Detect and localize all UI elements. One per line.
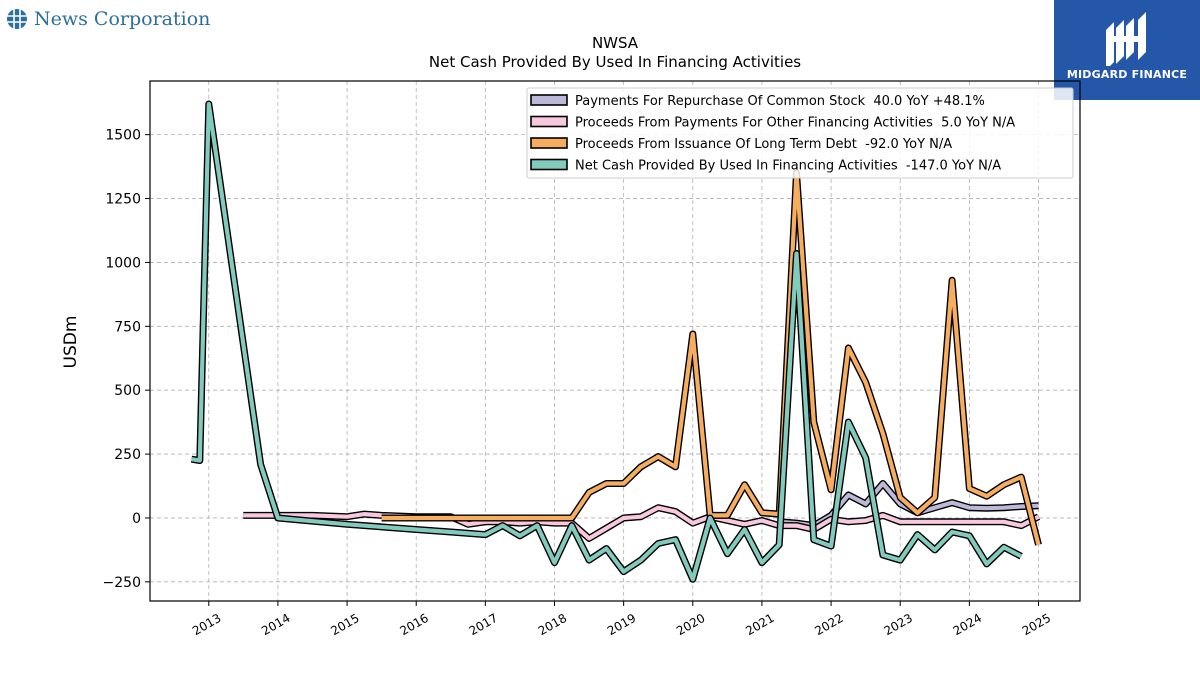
x-tick-label: 2015	[328, 611, 361, 638]
legend-entry: Net Cash Provided By Used In Financing A…	[575, 159, 1001, 174]
series-line-4	[190, 100, 1023, 583]
corp-name: News Corporation	[34, 8, 211, 30]
y-tick-label: 250	[114, 447, 141, 463]
legend: Payments For Repurchase Of Common Stock …	[526, 87, 1074, 179]
series-layer	[190, 100, 1042, 583]
legend-swatch	[530, 115, 568, 128]
badge-text: MIDGARD FINANCE	[1066, 68, 1188, 81]
x-tick-label: 2013	[190, 611, 223, 638]
y-tick-label: 1000	[105, 255, 141, 271]
y-tick-label: 750	[114, 319, 141, 335]
x-tick-label: 2020	[674, 611, 707, 638]
y-tick-label: 500	[114, 383, 141, 399]
y-axis-label: USDm	[61, 316, 81, 369]
x-tick-label: 2019	[605, 611, 638, 638]
y-tick-label: −250	[103, 575, 141, 591]
x-tick-label: 2018	[536, 611, 569, 638]
y-tick-label: 1250	[105, 192, 141, 208]
plot-frame	[149, 80, 1081, 602]
x-tick-label: 2016	[397, 611, 430, 638]
legend-box	[526, 87, 1074, 179]
globe-icon	[7, 9, 27, 29]
chart-subtitle: Net Cash Provided By Used In Financing A…	[429, 53, 801, 71]
legend-swatch	[530, 94, 568, 106]
x-tick-label: 2014	[259, 611, 292, 638]
x-tick-label: 2021	[743, 611, 776, 638]
news-corporation-logo: News Corporation	[6, 6, 210, 32]
y-tick-label: 0	[132, 511, 141, 527]
x-tick-label: 2024	[951, 611, 984, 638]
legend-entry: Proceeds From Issuance Of Long Term Debt…	[575, 137, 952, 152]
legend-entry: Proceeds From Payments For Other Financi…	[575, 116, 1015, 131]
x-tick-label: 2022	[812, 611, 845, 638]
legend-entry: Payments For Repurchase Of Common Stock …	[575, 94, 985, 109]
series-line-3	[381, 169, 1042, 546]
x-tick-label: 2025	[1020, 611, 1053, 638]
y-tick-label: 1500	[105, 128, 141, 144]
midgard-finance-badge: MIDGARD FINANCE	[1054, 0, 1200, 100]
x-tick-label: 2017	[467, 611, 500, 638]
legend-swatch	[530, 158, 568, 171]
chart-title: NWSA	[592, 34, 639, 52]
x-tick-label: 2023	[881, 611, 914, 638]
legend-swatch	[530, 137, 568, 149]
y-axis-ticks: −250 0 250 500 750 1000 1250 1500	[103, 128, 150, 591]
midgard-logo-icon	[1106, 12, 1146, 70]
x-axis-ticks: 2013 2014 2015 2016 2017 2018 2019 2020 2021 2022…	[190, 601, 1053, 638]
